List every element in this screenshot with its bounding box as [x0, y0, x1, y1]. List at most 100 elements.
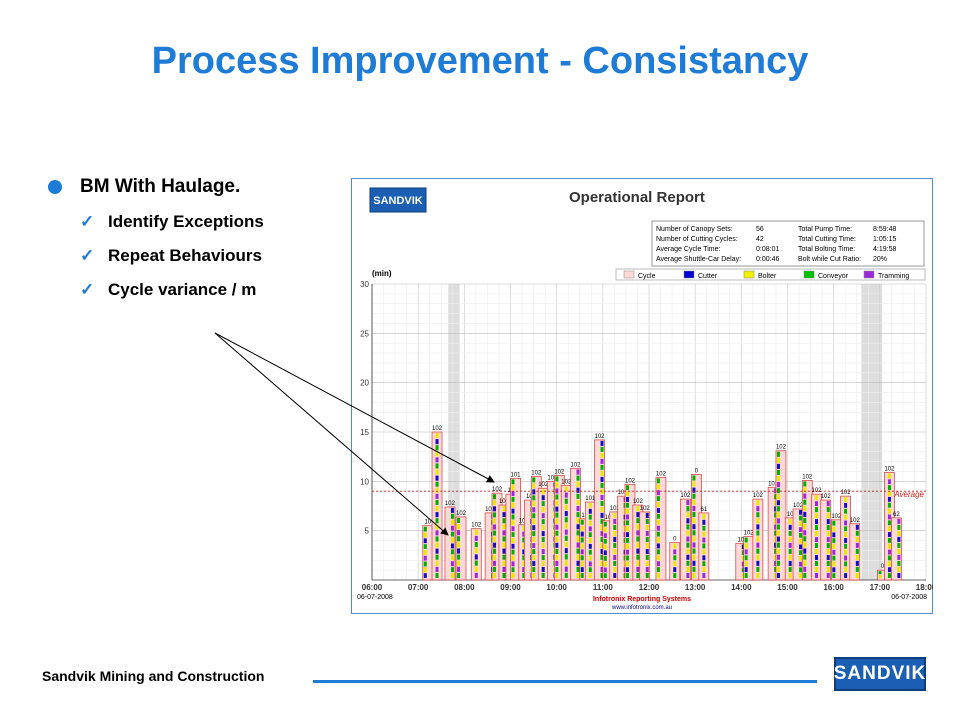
cycle-outline — [775, 450, 787, 581]
activity-segment — [855, 554, 859, 560]
activity-segment — [776, 530, 780, 536]
activity-segment — [450, 561, 454, 567]
activity-segment — [686, 542, 690, 548]
cycle-bar: 102 — [831, 514, 842, 581]
activity-segment — [541, 531, 545, 537]
activity-segment — [844, 573, 848, 578]
activity-segment — [603, 544, 607, 550]
activity-segment — [625, 497, 629, 502]
activity-segment — [776, 469, 780, 475]
activity-segment — [600, 440, 604, 446]
y-tick-label: 20 — [360, 379, 369, 388]
sub-bullet-text: Identify Exceptions — [108, 212, 264, 231]
activity-segment — [576, 481, 580, 487]
activity-segment — [588, 532, 592, 538]
activity-segment — [776, 518, 780, 524]
activity-segment — [435, 572, 439, 578]
activity-segment — [600, 452, 604, 458]
activity-segment — [686, 512, 690, 518]
activity-segment — [826, 567, 830, 573]
activity-segment — [423, 544, 427, 549]
activity-segment — [555, 566, 559, 572]
activity-segment — [532, 549, 536, 555]
activity-segment — [686, 518, 690, 524]
cycle-bar: 10 — [422, 520, 434, 581]
y-tick-label: 25 — [360, 329, 369, 338]
activity-segment — [815, 567, 819, 573]
activity-segment — [756, 518, 760, 524]
activity-segment — [756, 548, 760, 554]
report-footer-url: www.infotronix.com.au — [611, 605, 672, 611]
activity-segment — [576, 542, 580, 548]
activity-segment — [645, 542, 649, 548]
activity-segment — [576, 493, 580, 499]
activity-segment — [580, 519, 584, 525]
activity-segment — [511, 485, 515, 491]
y-tick-label: 15 — [360, 428, 369, 437]
activity-segment — [887, 514, 891, 520]
cycle-outline — [639, 511, 651, 581]
stat-value: 1:05:15 — [873, 236, 896, 243]
bullet-main-text: BM With Haulage. — [80, 176, 241, 197]
activity-segment — [645, 512, 649, 518]
activity-segment — [887, 496, 891, 502]
activity-segment — [803, 524, 807, 530]
activity-segment — [656, 573, 660, 578]
activity-segment — [878, 575, 882, 578]
activity-segment — [826, 549, 830, 555]
activity-segment — [756, 500, 760, 506]
activity-segment — [511, 479, 515, 485]
activity-segment — [588, 503, 592, 508]
activity-segment — [541, 549, 545, 555]
activity-segment — [803, 511, 807, 517]
cycle-label: 102 — [610, 506, 621, 512]
operational-report: SANDVIK Operational Report Number of Can… — [351, 178, 933, 614]
activity-segment — [702, 531, 706, 537]
activity-segment — [636, 506, 640, 512]
activity-segment — [600, 500, 604, 506]
cycle-bar: 102 — [431, 426, 443, 581]
activity-segment — [541, 513, 545, 519]
activity-segment — [564, 548, 568, 554]
activity-segment — [580, 525, 584, 531]
activity-segment — [502, 506, 506, 512]
activity-segment — [776, 566, 780, 572]
start-date: 06-07-2008 — [357, 594, 393, 601]
activity-segment — [564, 523, 568, 529]
cycle-label: 102 — [821, 494, 832, 500]
activity-segment — [493, 500, 497, 506]
activity-segment — [702, 513, 706, 519]
activity-segment — [522, 549, 526, 555]
cycle-label: 102 — [802, 474, 813, 480]
activity-segment — [600, 530, 604, 536]
activity-segment — [541, 525, 545, 531]
activity-segment — [799, 555, 803, 561]
cycle-outline — [455, 516, 467, 581]
activity-segment — [803, 487, 807, 493]
activity-segment — [555, 512, 559, 518]
activity-segment — [844, 520, 848, 526]
x-tick-label: 15:00 — [777, 583, 798, 592]
activity-segment — [555, 494, 559, 500]
activity-segment — [803, 499, 807, 505]
activity-segment — [600, 524, 604, 530]
cycle-bar: 101 — [584, 496, 596, 581]
x-tick-label: 08:00 — [454, 583, 475, 592]
activity-segment — [450, 531, 454, 537]
activity-segment — [887, 485, 891, 491]
activity-segment — [613, 560, 617, 566]
checkmark-icon: ✓ — [80, 212, 95, 231]
stat-label: Total Bolting Time: — [798, 246, 855, 253]
cycle-bar: 102 — [801, 474, 813, 581]
activity-segment — [702, 549, 706, 555]
activity-segment — [673, 573, 677, 578]
end-date: 06-07-2008 — [891, 594, 927, 601]
cycle-label: 102 — [884, 466, 895, 472]
activity-segment — [756, 566, 760, 572]
stats-box: Number of Canopy Sets: 56 Number of Cutt… — [651, 220, 925, 267]
activity-segment — [656, 567, 660, 573]
activity-segment — [600, 518, 604, 524]
stat-label: Average Shuttle-Car Delay: — [656, 256, 741, 263]
activity-segment — [532, 561, 536, 567]
activity-segment — [855, 560, 859, 566]
